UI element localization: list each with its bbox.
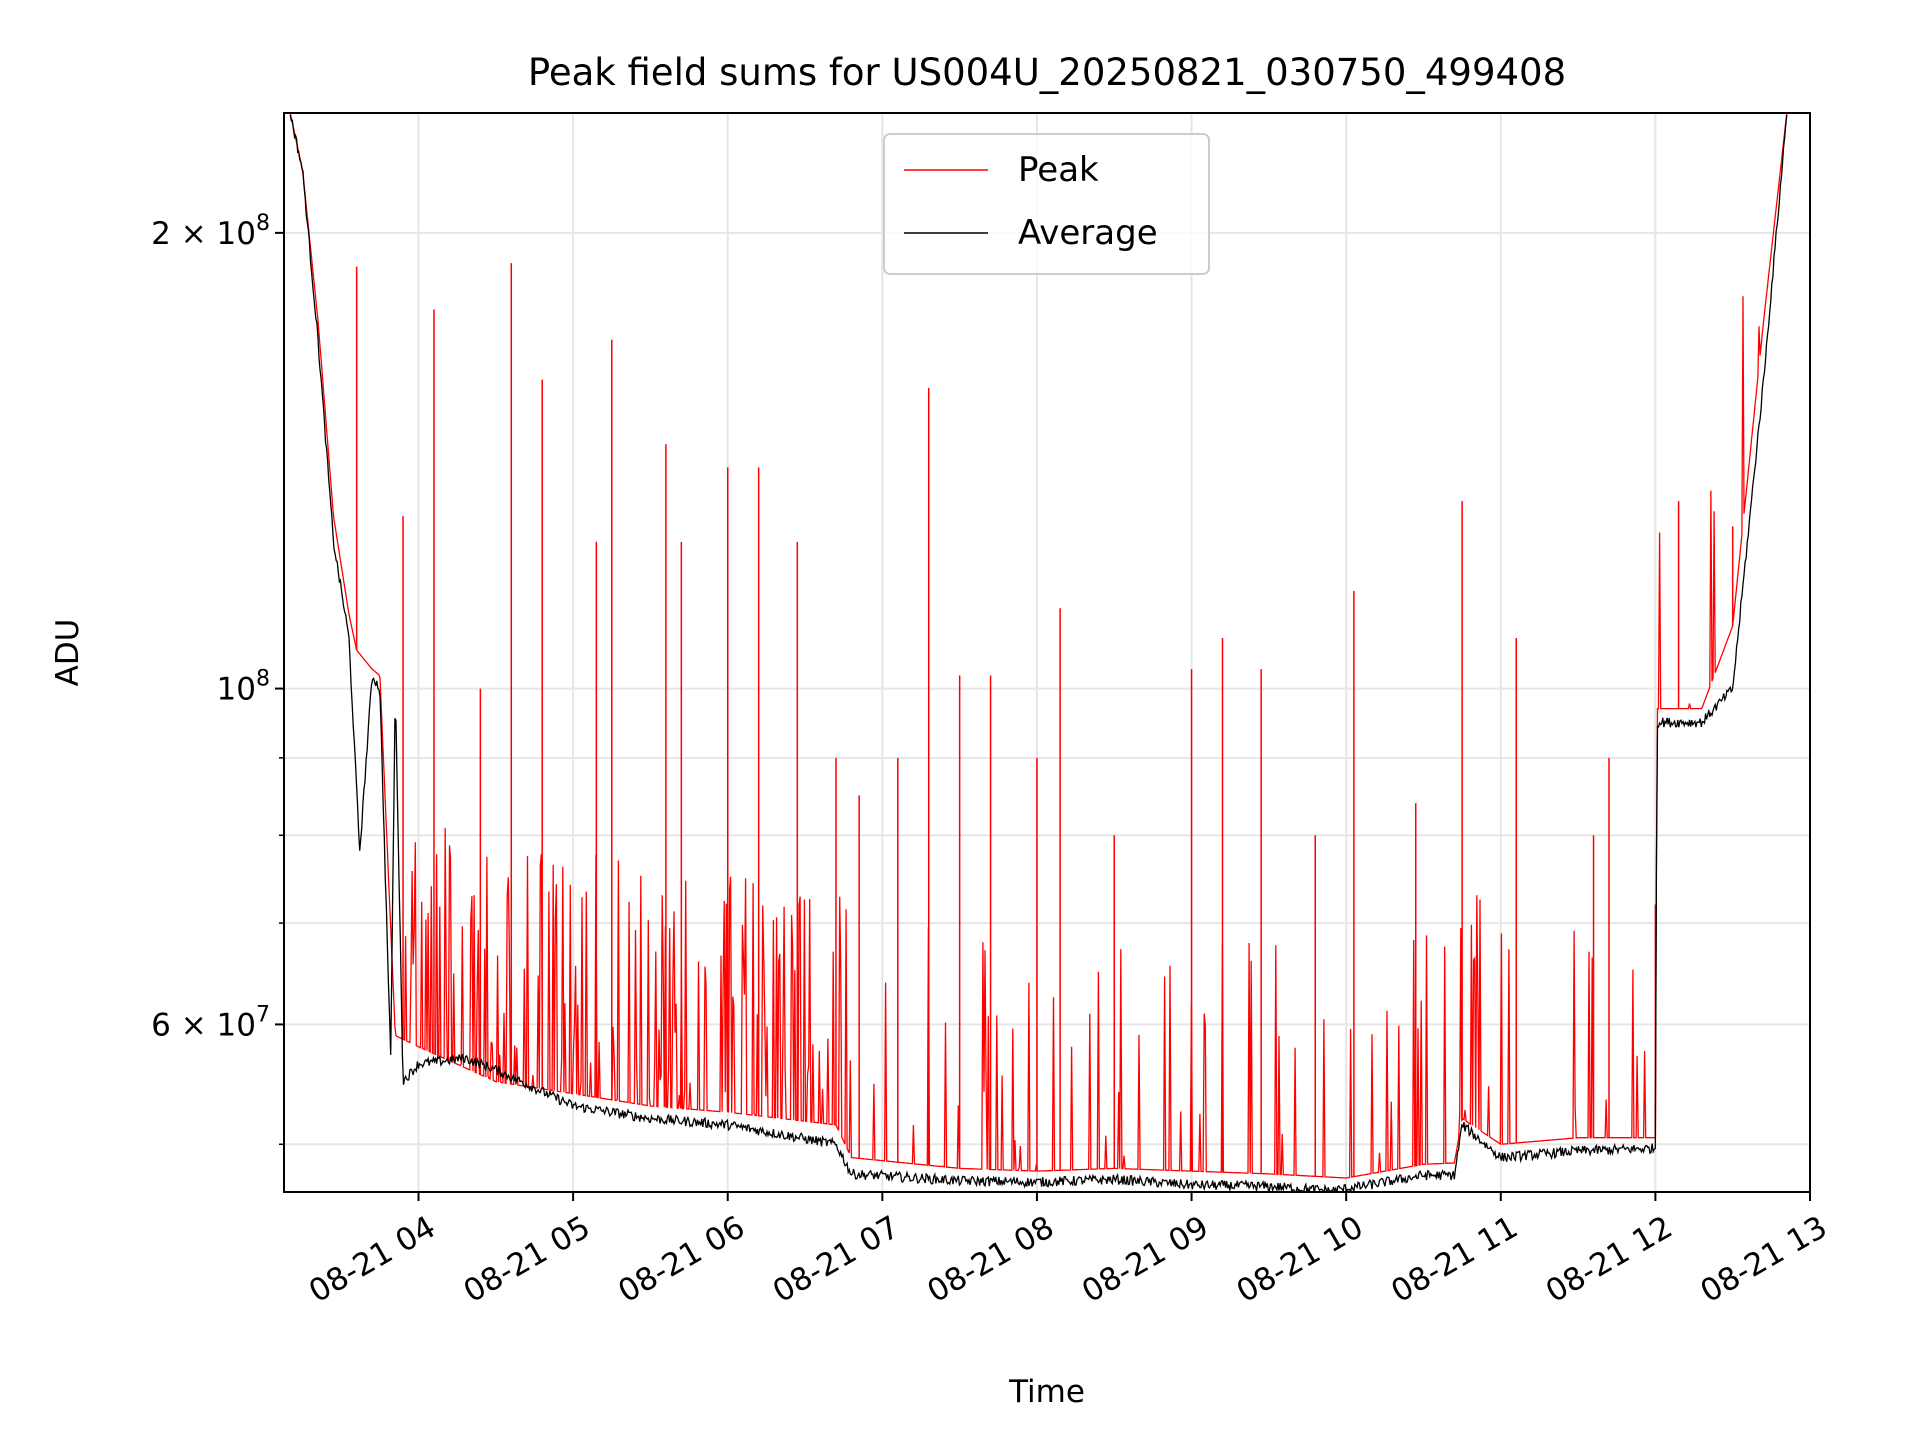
x-tick-label: 08-21 10 (1231, 1209, 1370, 1310)
x-tick-label: 08-21 12 (1540, 1209, 1679, 1310)
x-tick-label: 08-21 07 (767, 1209, 906, 1310)
plot-frame (283, 112, 1811, 1193)
x-tick-label: 08-21 06 (612, 1209, 751, 1310)
legend: Peak Average (883, 133, 1210, 275)
y-tick-label: 6 × 107 (151, 1002, 270, 1043)
series-layer (289, 113, 1788, 1192)
chart-title: Peak field sums for US004U_20250821_0307… (528, 51, 1566, 94)
y-tick-label: 2 × 108 (151, 211, 270, 252)
x-tick-label: 08-21 08 (921, 1209, 1060, 1310)
x-tick-label: 08-21 05 (458, 1209, 597, 1310)
legend-label: Average (1018, 213, 1158, 253)
x-tick-label: 08-21 04 (303, 1209, 442, 1310)
y-axis-label: ADU (50, 619, 86, 687)
x-tick-label: 08-21 11 (1385, 1209, 1524, 1310)
y-tick-label: 108 (217, 667, 270, 708)
grid-lines (284, 113, 1811, 1192)
legend-box (883, 133, 1210, 275)
x-tick-label: 08-21 13 (1694, 1209, 1833, 1310)
average-series-line (289, 114, 1788, 1192)
peak-series-line (289, 113, 1788, 1179)
x-tick-label: 08-21 09 (1076, 1209, 1215, 1310)
legend-label: Peak (1018, 150, 1099, 190)
x-axis-label: Time (1008, 1374, 1085, 1410)
